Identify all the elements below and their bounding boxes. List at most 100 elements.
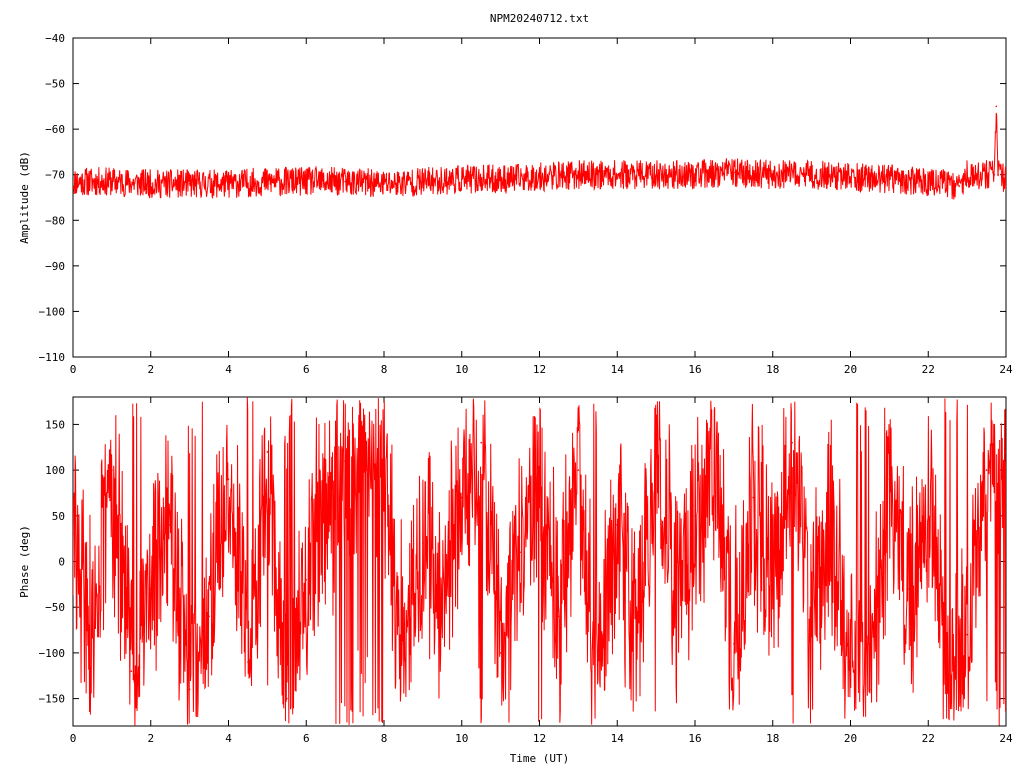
x-tick-label: 6 [303,363,310,376]
data-point [149,588,152,590]
data-point [694,515,696,517]
data-point [655,173,657,176]
data-point [830,524,832,526]
data-point [363,423,366,426]
data-point [188,183,191,185]
y-tick-label: −100 [39,305,66,318]
y-tick-label: 100 [45,464,65,477]
x-tick-label: 12 [533,363,546,376]
data-point [655,451,657,453]
data-point [966,173,968,176]
chart-title: NPM20240712.txt [490,12,589,25]
data-point [810,615,813,618]
data-point [344,460,346,462]
data-point [91,633,94,636]
x-tick-label: 10 [455,363,468,376]
data-point [908,588,910,590]
data-point [188,688,191,691]
data-point [869,688,871,691]
data-point [993,173,996,176]
data-point [499,178,502,181]
data-point [480,441,482,444]
x-tick-label: 20 [844,363,857,376]
data-point [286,697,288,700]
data-point [995,105,998,108]
amplitude-panel: 0 2 4 6 8 10 12 14 16 18 20 22 24−40−50−60−70−80−90−… [18,12,1013,376]
data-point [713,460,716,462]
data-point [616,173,619,176]
data-point [597,670,599,672]
data-point [733,171,735,174]
data-point [958,185,961,187]
x-tick-label: 16 [688,732,701,745]
y-tick-label: 150 [45,418,65,431]
x-tick-label: 22 [922,363,935,376]
data-point [674,588,677,590]
x-tick-label: 18 [766,732,779,745]
y-tick-label: −80 [45,214,65,227]
x-axis-label: Time (UT) [510,752,570,765]
amplitude-series-line [73,112,1006,200]
data-point [422,180,424,183]
data-point [771,173,774,176]
data-point [538,487,541,490]
data-point [577,469,580,471]
y-tick-label: −50 [45,78,65,91]
data-point [616,524,619,526]
x-tick-label: 4 [225,363,232,376]
x-tick-label: 12 [533,732,546,745]
x-tick-label: 6 [303,732,310,745]
data-point [946,670,949,672]
data-point [266,451,269,453]
y-tick-label: −150 [39,693,66,706]
data-point [985,173,988,176]
x-tick-label: 2 [147,732,154,745]
data-point [383,487,385,490]
data-point [997,173,1000,176]
y-tick-label: −90 [45,260,65,273]
x-tick-label: 16 [688,363,701,376]
data-point [441,597,444,599]
data-point [460,178,463,181]
data-point [888,178,891,181]
x-tick-label: 4 [225,732,232,745]
y-tick-label: −70 [45,169,65,182]
phase-series-line [73,397,1006,726]
x-tick-label: 10 [455,732,468,745]
data-point [558,615,560,618]
data-point [383,183,385,185]
y-tick-label: 50 [52,510,65,523]
x-tick-label: 22 [922,732,935,745]
data-point [810,173,813,176]
data-point [966,633,968,636]
data-point [460,496,463,499]
y-tick-label: −110 [39,351,66,364]
x-tick-label: 18 [766,363,779,376]
y-tick-label: −50 [45,601,65,614]
data-point [111,469,113,471]
x-tick-label: 0 [70,363,77,376]
x-tick-label: 24 [999,732,1013,745]
x-tick-label: 24 [999,363,1013,376]
data-point [927,180,930,183]
data-point [73,180,74,183]
data-point [538,176,541,178]
data-point [227,183,230,185]
x-tick-label: 14 [611,363,625,376]
data-point [402,642,405,645]
y-axis-label: Amplitude (dB) [18,151,31,244]
data-point [227,478,230,481]
y-tick-label: −40 [45,32,65,45]
x-tick-label: 2 [147,363,154,376]
data-point [1005,451,1006,453]
x-tick-label: 14 [611,732,625,745]
data-point [888,478,891,481]
data-point [694,173,696,176]
data-point [130,670,133,672]
data-point [985,469,988,471]
data-point [344,180,346,183]
x-tick-label: 20 [844,732,857,745]
data-point [169,524,171,526]
x-tick-label: 8 [381,732,388,745]
